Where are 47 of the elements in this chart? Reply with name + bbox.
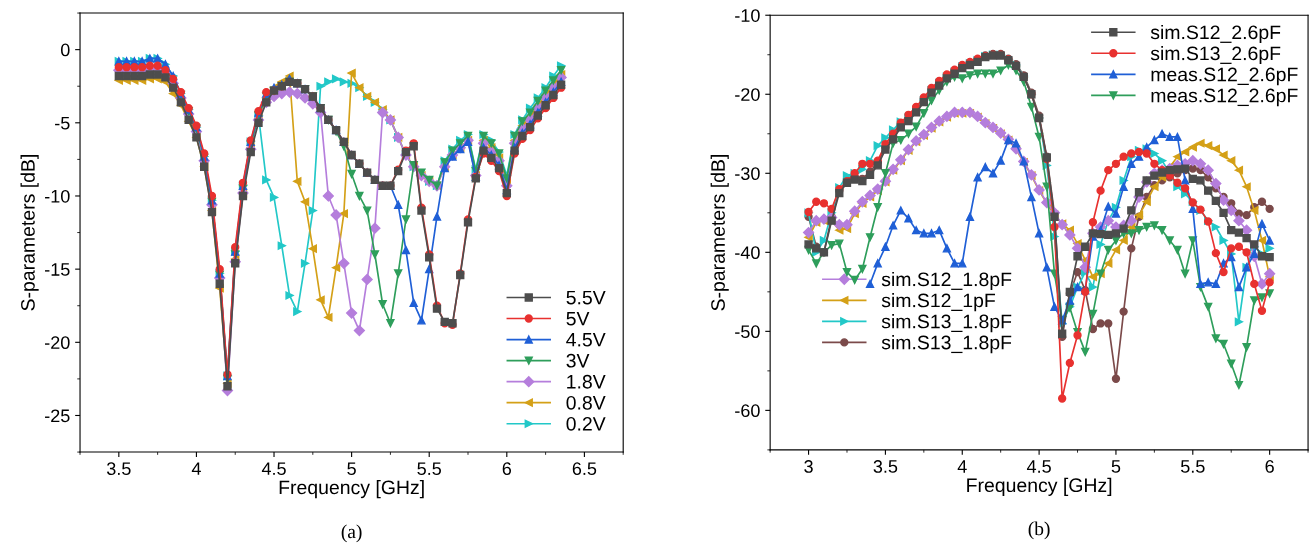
y-tick-label: -20	[735, 88, 760, 101]
y-tick-label: -50	[735, 325, 760, 339]
x-tick-label: 4	[191, 462, 201, 475]
y-tick-label: -10	[45, 189, 70, 203]
legend-label: sim.S12_1pF	[881, 293, 996, 312]
legend-label: 0.2V	[566, 416, 606, 431]
x-tick-label: 4	[957, 460, 967, 473]
legend-label: 5V	[566, 311, 590, 326]
y-tick-label: -10	[735, 9, 760, 22]
legend-label: meas.S12_2.6pF	[1151, 88, 1298, 107]
legend-label: 1.8V	[567, 374, 606, 389]
text: (a)	[341, 524, 362, 543]
x-tick-label: 5.5	[417, 462, 442, 476]
y-axis-title: S-parameters [dB]	[710, 155, 729, 311]
legend-label: 5.5V	[566, 290, 606, 305]
y-tick-label: -15	[45, 263, 70, 276]
x-tick-label: 5	[1111, 460, 1121, 473]
x-tick-label: 4.5	[1026, 460, 1051, 473]
legend-label: sim.S13_2.6pF	[1150, 46, 1281, 65]
y-tick-label: -30	[735, 167, 760, 181]
x-tick-label: 3	[804, 460, 813, 473]
x-tick-label: 3.5	[873, 460, 898, 473]
y-tick-label: -5	[55, 116, 70, 130]
legend-label: sim.S13_1.8pF	[881, 335, 1012, 354]
legend-label: sim.S13_1.8pF	[881, 314, 1012, 333]
text: (b)	[1028, 521, 1050, 540]
legend-label: sim.S12_1.8pF	[881, 271, 1012, 291]
y-tick-label: -20	[45, 336, 70, 350]
x-tick-label: 6.5	[572, 462, 597, 476]
y-tick-label: -25	[45, 409, 70, 423]
legend-label: 3V	[566, 353, 590, 368]
x-tick-label: 5.5	[1180, 460, 1205, 473]
x-tick-label: 3.5	[106, 462, 131, 476]
legend-label: 4.5V	[566, 332, 606, 347]
y-axis-title: S-parameters [dB]	[20, 155, 39, 311]
x-tick-label: 6	[1265, 460, 1274, 473]
x-axis-title: Frequency [GHz]	[967, 477, 1112, 496]
legend-label: 0.8V	[566, 395, 606, 410]
x-axis-title: Frequency [GHz]	[279, 480, 424, 499]
x-tick-label: 4.5	[261, 462, 286, 476]
x-tick-label: 6	[502, 462, 512, 476]
x-tick-label: 5	[347, 462, 356, 476]
y-tick-label: -40	[735, 246, 760, 260]
y-tick-label: -60	[735, 404, 760, 418]
legend-label: sim.S12_2.6pF	[1150, 24, 1281, 44]
y-tick-label: 0	[60, 43, 70, 57]
legend-label: meas.S12_2.6pF	[1151, 67, 1298, 86]
